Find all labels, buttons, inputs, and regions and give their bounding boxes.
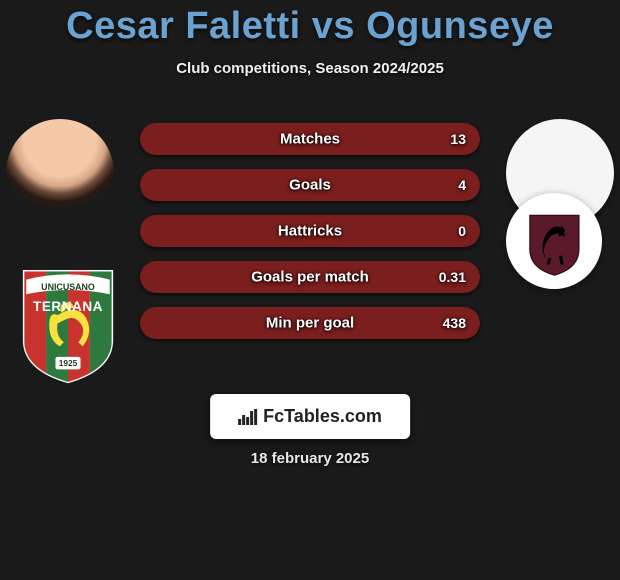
svg-text:TERNANA: TERNANA: [33, 299, 103, 314]
stat-value-right: 0: [458, 223, 466, 239]
stat-bar: 13 Matches: [140, 123, 480, 155]
club-badge-left: UNICUSANO TERNANA 1925: [14, 265, 122, 385]
ternana-shield: UNICUSANO TERNANA 1925: [14, 265, 122, 385]
stat-bar: 0 Hattricks: [140, 215, 480, 247]
stat-value-right: 4: [458, 177, 466, 193]
stats-area: UNICUSANO TERNANA 1925 13 Matches 4 Goals 0 H…: [0, 113, 620, 393]
svg-text:1925: 1925: [59, 358, 78, 368]
stat-label: Hattricks: [278, 223, 342, 240]
stat-bars: 13 Matches 4 Goals 0 Hattricks 0.31 Goals per m…: [140, 123, 480, 353]
stat-label: Goals per match: [251, 269, 369, 286]
page-title: Cesar Faletti vs Ogunseye: [0, 5, 620, 48]
stat-label: Min per goal: [266, 315, 354, 332]
svg-text:UNICUSANO: UNICUSANO: [41, 282, 95, 292]
arezzo-shield: [506, 193, 602, 289]
stat-bar: 0.31 Goals per match: [140, 261, 480, 293]
stat-bar: 4 Goals: [140, 169, 480, 201]
watermark-text: FcTables.com: [263, 406, 382, 427]
stat-value-right: 13: [450, 131, 466, 147]
subtitle: Club competitions, Season 2024/2025: [0, 60, 620, 77]
stat-value-right: 0.31: [439, 269, 466, 285]
stat-bar: 438 Min per goal: [140, 307, 480, 339]
comparison-card: Cesar Faletti vs Ogunseye Club competiti…: [0, 0, 620, 580]
stat-value-right: 438: [443, 315, 466, 331]
player-avatar-left: [6, 119, 114, 227]
stat-label: Matches: [280, 131, 340, 148]
club-badge-right: [506, 193, 602, 289]
stat-label: Goals: [289, 177, 331, 194]
chart-icon: [238, 409, 257, 425]
watermark: FcTables.com: [210, 394, 410, 439]
date: 18 february 2025: [251, 450, 369, 467]
